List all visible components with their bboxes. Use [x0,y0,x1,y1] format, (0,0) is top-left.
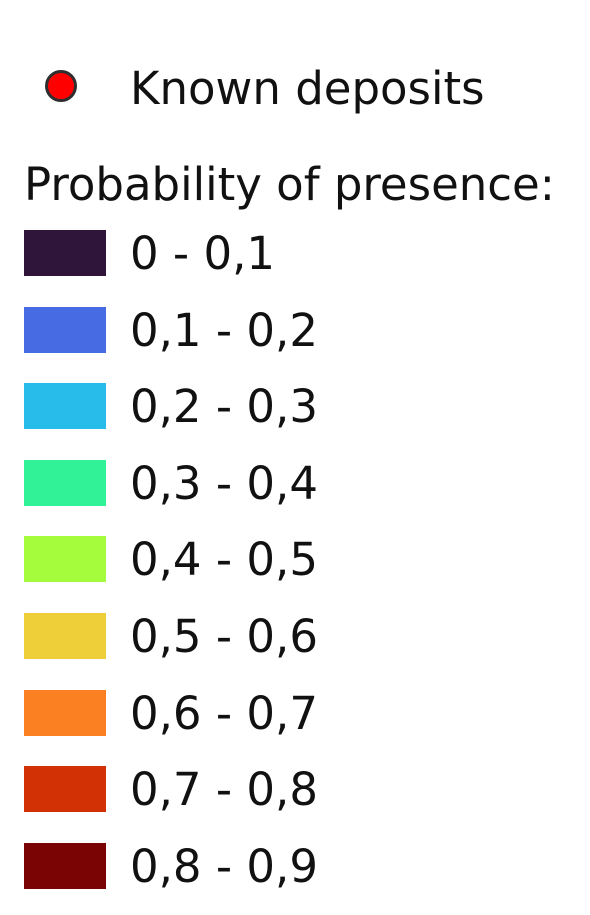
red-dot-icon [45,70,77,102]
known-deposits-legend-item: Known deposits [0,60,590,118]
probability-class-item: 0 - 0,1 [0,226,590,303]
probability-class-list: 0 - 0,1 0,1 - 0,2 0,2 - 0,3 0,3 - 0,4 0,4 - … [0,226,590,915]
color-swatch-icon [24,766,106,813]
color-swatch-icon [24,306,106,353]
color-swatch-icon [24,689,106,736]
probability-legend-title: Probability of presence: [24,158,555,211]
color-swatch-icon [24,536,106,583]
probability-class-item: 0,4 - 0,5 [0,532,590,609]
probability-class-item: 0,1 - 0,2 [0,303,590,380]
color-swatch-icon [24,842,106,889]
color-swatch-icon [24,230,106,276]
probability-class-item: 0,5 - 0,6 [0,609,590,686]
probability-class-label: 0,3 - 0,4 [130,456,318,510]
probability-class-label: 0,6 - 0,7 [130,686,318,740]
probability-class-label: 0,1 - 0,2 [130,303,318,357]
probability-class-item: 0,8 - 0,9 [0,839,590,915]
probability-class-label: 0,4 - 0,5 [130,533,318,587]
probability-class-item: 0,3 - 0,4 [0,456,590,533]
probability-class-label: 0,8 - 0,9 [130,839,318,893]
probability-class-item: 0,6 - 0,7 [0,686,590,763]
known-deposits-label: Known deposits [130,62,485,115]
probability-class-item: 0,2 - 0,3 [0,379,590,456]
color-swatch-icon [24,459,106,506]
color-swatch-icon [24,383,106,430]
probability-class-label: 0 - 0,1 [130,227,276,280]
probability-class-label: 0,2 - 0,3 [130,380,318,434]
probability-class-item: 0,7 - 0,8 [0,762,590,839]
probability-class-label: 0,7 - 0,8 [130,763,318,817]
color-swatch-icon [24,612,106,659]
probability-class-label: 0,5 - 0,6 [130,609,318,663]
